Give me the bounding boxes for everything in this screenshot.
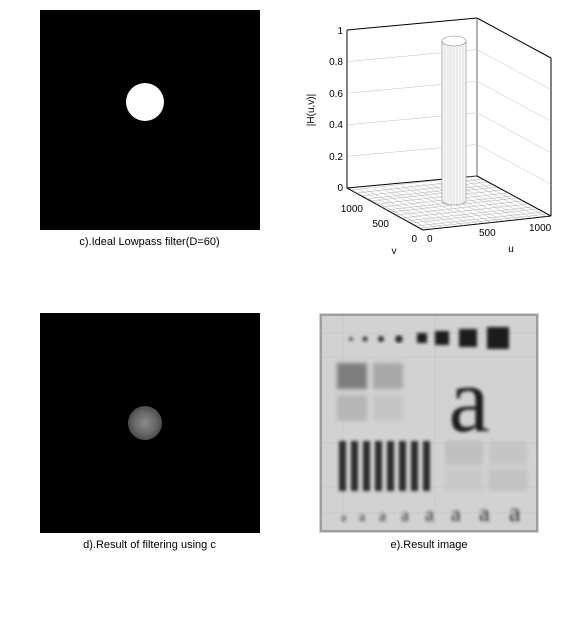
caption-c: c).Ideal Lowpass filter(D=60) <box>79 236 219 248</box>
vtick-2: 1000 <box>341 204 364 215</box>
utick-2: 1000 <box>529 223 552 234</box>
u-ticks: 0 500 1000 <box>427 223 552 245</box>
caption-e: e).Result image <box>390 539 467 551</box>
panel-e: a <box>299 313 559 606</box>
small-a: a <box>425 504 434 526</box>
zlabel: |H(u,v)| <box>306 94 317 126</box>
ztick-3: 0.6 <box>329 89 343 100</box>
filter-cylinder <box>442 36 466 205</box>
filtered-disc <box>128 406 162 440</box>
small-a: a <box>379 508 386 525</box>
vtick-1: 500 <box>372 219 389 230</box>
utick-1: 500 <box>479 228 496 239</box>
small-a: a <box>341 510 347 524</box>
filter-3d-plot: 0 0.2 0.4 0.6 0.8 1 |H(u,v)| 0 500 1000 … <box>299 10 559 260</box>
ztick-1: 0.2 <box>329 152 343 163</box>
panel-c: c).Ideal Lowpass filter(D=60) <box>20 10 279 303</box>
xlabel: u <box>508 244 514 255</box>
ztick-5: 1 <box>337 26 343 37</box>
utick-0: 0 <box>427 234 433 245</box>
z-ticks: 0 0.2 0.4 0.6 0.8 1 <box>329 26 343 194</box>
caption-d: d).Result of filtering using c <box>83 539 216 551</box>
v-ticks: 0 500 1000 <box>341 204 418 245</box>
ztick-4: 0.8 <box>329 57 343 68</box>
small-a: a <box>479 501 490 527</box>
small-a: a <box>359 510 366 525</box>
ylabel: v <box>392 246 397 257</box>
ztick-2: 0.4 <box>329 120 343 131</box>
filtered-spectrum-image <box>40 313 260 533</box>
lowpass-disc <box>126 83 164 121</box>
small-a: a <box>509 498 521 527</box>
panel-d: d).Result of filtering using c <box>20 313 279 606</box>
big-letter-a: a <box>449 349 490 451</box>
vtick-0: 0 <box>411 234 417 245</box>
lowpass-filter-image <box>40 10 260 230</box>
small-a: a <box>401 505 409 525</box>
ztick-0: 0 <box>337 183 343 194</box>
panel-3dplot: 0 0.2 0.4 0.6 0.8 1 |H(u,v)| 0 500 1000 … <box>299 10 559 303</box>
small-a: a <box>451 501 461 526</box>
result-image: a <box>319 313 539 533</box>
